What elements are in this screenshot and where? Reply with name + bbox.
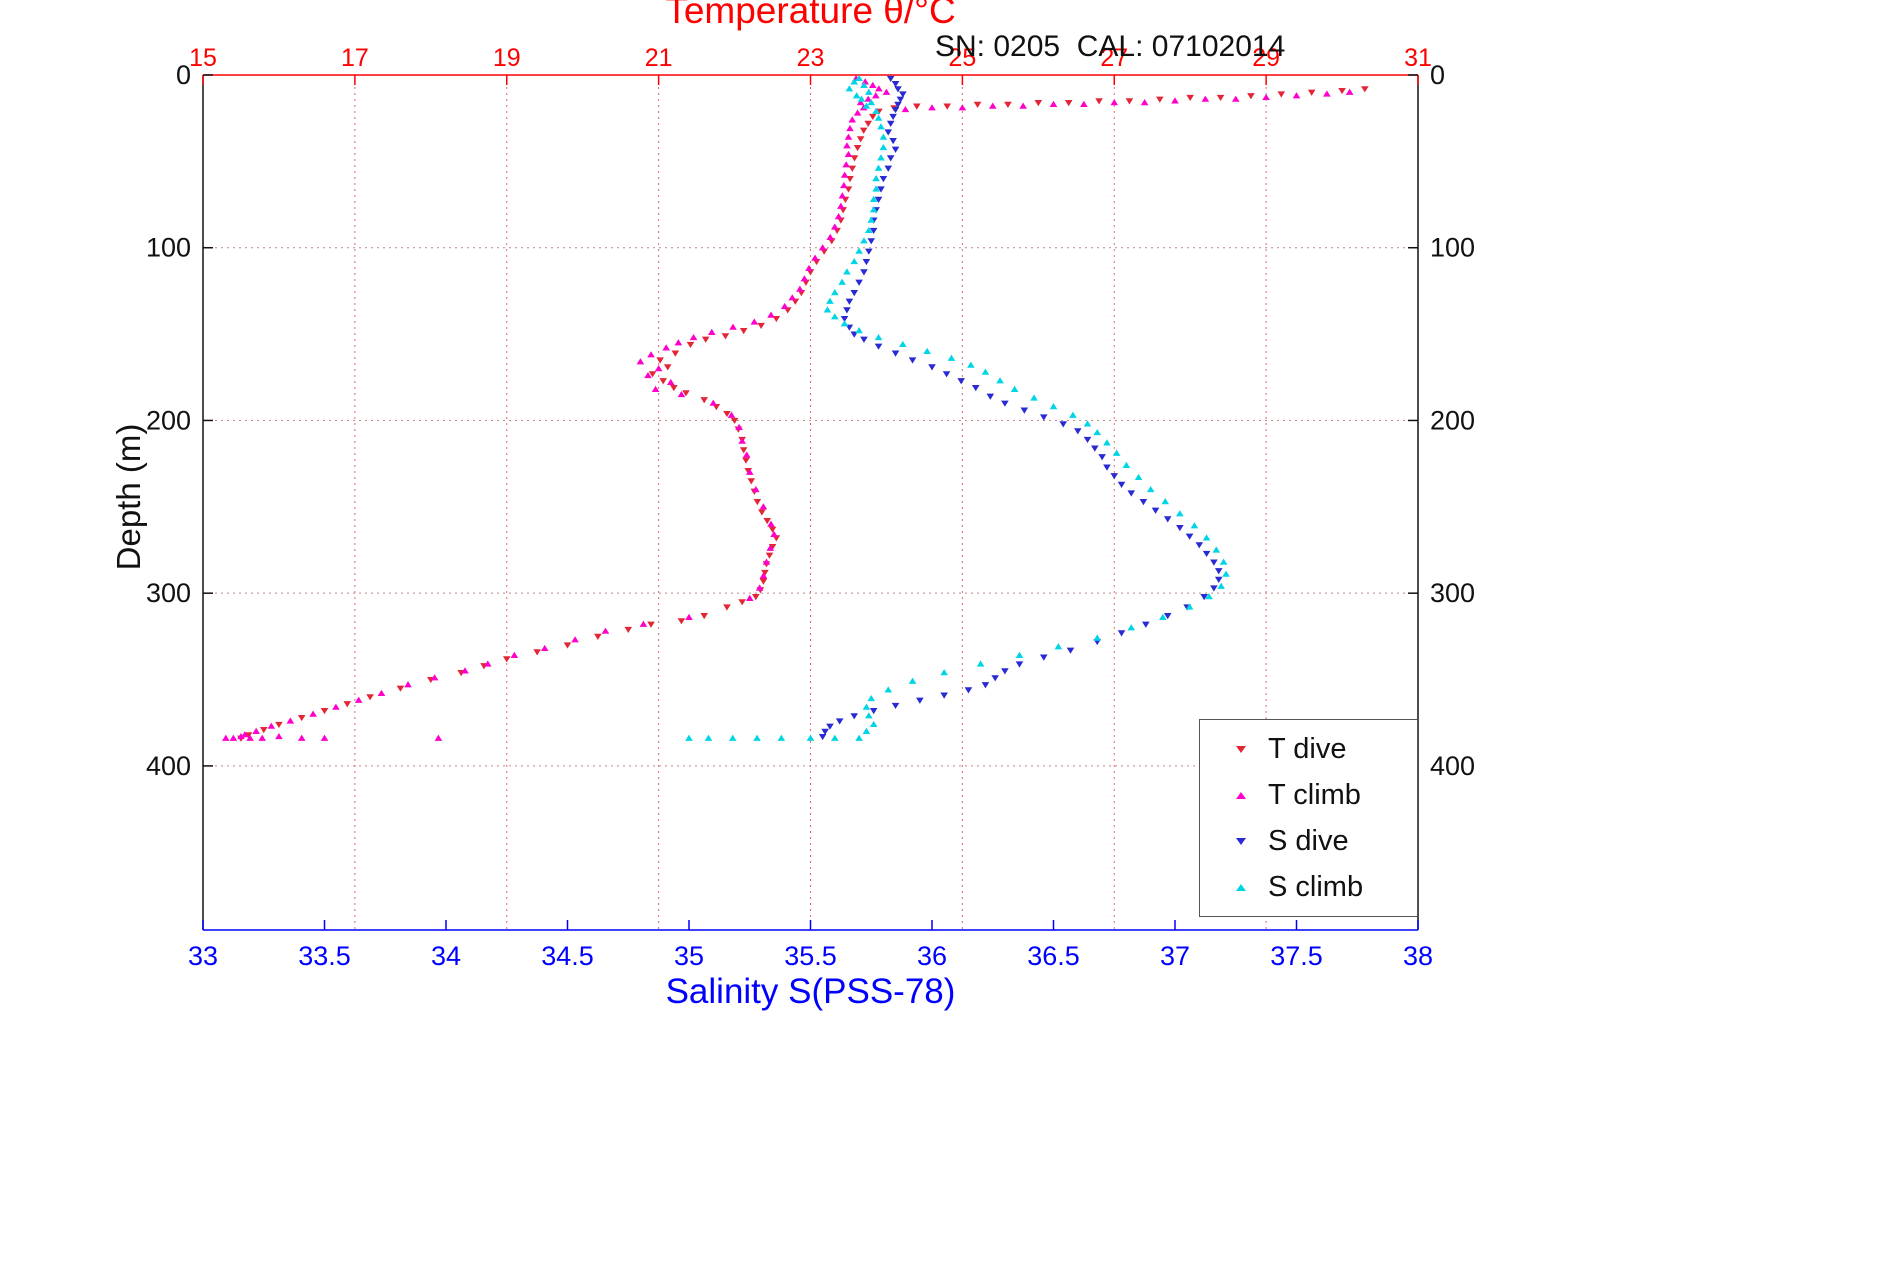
svg-text:0: 0	[176, 60, 191, 90]
svg-text:37: 37	[1160, 941, 1190, 971]
svg-text:35.5: 35.5	[784, 941, 837, 971]
svg-text:29: 29	[1252, 44, 1280, 72]
chart-subtitle: SN: 0205 CAL: 07102014	[935, 30, 1286, 63]
chart-title: Temperature θ/°C	[665, 0, 956, 31]
svg-text:200: 200	[1430, 405, 1475, 435]
s-dive-marker-icon	[1236, 837, 1246, 845]
svg-text:300: 300	[1430, 578, 1475, 608]
legend-label-s-climb: S climb	[1268, 870, 1364, 903]
svg-text:31: 31	[1404, 44, 1432, 72]
svg-text:0: 0	[1430, 60, 1445, 90]
svg-text:33: 33	[188, 941, 218, 971]
t-climb-marker-icon	[1236, 791, 1246, 799]
svg-text:19: 19	[493, 44, 521, 72]
svg-text:38: 38	[1403, 941, 1433, 971]
svg-text:300: 300	[146, 578, 191, 608]
s-climb-marker-icon	[1236, 883, 1246, 891]
svg-text:35: 35	[674, 941, 704, 971]
y-axis-label: Depth (m)	[110, 423, 147, 571]
svg-text:400: 400	[146, 751, 191, 781]
svg-text:100: 100	[1430, 233, 1475, 263]
svg-text:200: 200	[146, 405, 191, 435]
svg-text:34.5: 34.5	[541, 941, 594, 971]
svg-text:400: 400	[1430, 751, 1475, 781]
svg-text:23: 23	[797, 44, 825, 72]
legend-label-t-climb: T climb	[1268, 778, 1361, 811]
svg-text:17: 17	[341, 44, 369, 72]
svg-text:21: 21	[645, 44, 673, 72]
legend-item-t-climb: T climb	[1200, 779, 1417, 812]
svg-text:27: 27	[1100, 44, 1128, 72]
legend: T dive T climb S dive S climb	[1199, 719, 1418, 917]
t-dive-marker-icon	[1236, 745, 1246, 753]
legend-label-s-dive: S dive	[1268, 824, 1349, 857]
svg-text:37.5: 37.5	[1270, 941, 1323, 971]
legend-item-t-dive: T dive	[1200, 733, 1417, 766]
svg-text:100: 100	[146, 233, 191, 263]
svg-text:33.5: 33.5	[298, 941, 351, 971]
legend-item-s-climb: S climb	[1200, 871, 1417, 904]
svg-text:36.5: 36.5	[1027, 941, 1080, 971]
x-axis-label-salinity: Salinity S(PSS-78)	[665, 972, 956, 1011]
legend-label-t-dive: T dive	[1268, 732, 1347, 765]
legend-item-s-dive: S dive	[1200, 825, 1417, 858]
svg-text:36: 36	[917, 941, 947, 971]
svg-text:34: 34	[431, 941, 461, 971]
svg-text:15: 15	[189, 44, 217, 72]
svg-text:25: 25	[948, 44, 976, 72]
